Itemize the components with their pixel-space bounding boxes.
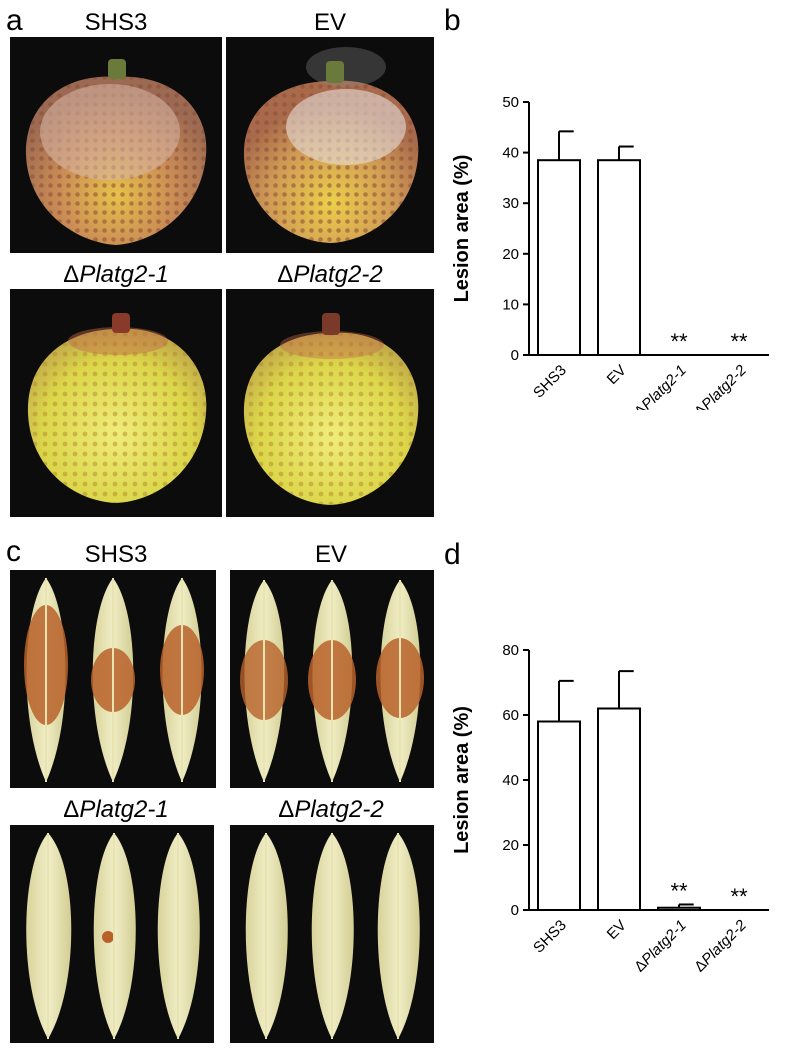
fruit-photo-platg2-2: [226, 289, 434, 517]
y-tick-label: 40: [502, 145, 519, 162]
y-tick-label: 0: [511, 902, 519, 919]
strain-name: Platg2-1: [79, 261, 169, 288]
bar: [597, 159, 641, 356]
x-tick-label: SHS3: [530, 917, 570, 957]
category-name: Platg2-1: [638, 362, 690, 410]
strain-name: Platg2-2: [293, 261, 383, 288]
panel-letter-a: a: [6, 4, 23, 37]
delta-prefix: Δ: [63, 261, 80, 288]
y-tick-label: 60: [502, 707, 519, 724]
delta-prefix: Δ: [63, 796, 80, 823]
strain-name: Platg2-1: [79, 796, 169, 823]
category-name: Platg2-2: [698, 361, 750, 410]
delta-prefix: Δ: [631, 401, 650, 410]
significance-label: **: [730, 329, 748, 354]
x-tick-label: EV: [604, 917, 630, 943]
x-tick-label: SHS3: [530, 362, 570, 402]
y-tick-label: 40: [502, 772, 519, 789]
y-axis-label: Lesion area (%): [451, 155, 473, 303]
y-tick-label: 30: [502, 195, 519, 212]
category-name: Platg2-2: [698, 916, 750, 968]
y-tick-label: 20: [502, 837, 519, 854]
delta-prefix: Δ: [691, 401, 710, 410]
significance-label: **: [670, 878, 688, 903]
fruit-photo-ev: [226, 37, 434, 253]
fruit-photo-platg2-1: [10, 289, 222, 517]
x-tick-label: ΔPlatg2-1: [631, 917, 690, 976]
significance-label: **: [670, 329, 688, 354]
panel-letter-d: d: [444, 538, 461, 571]
leaf-label-ev: EV: [314, 541, 347, 568]
delta-prefix: Δ: [278, 796, 295, 823]
leaf-photo-platg2-1: [10, 825, 214, 1043]
category-name: EV: [604, 362, 630, 388]
delta-prefix: Δ: [277, 261, 294, 288]
bar: [597, 707, 641, 911]
category-name: EV: [604, 917, 630, 943]
y-tick-label: 50: [502, 94, 519, 111]
fruit-label-platg2-2: ΔPlatg2-2: [226, 261, 434, 289]
panel-letter-c: c: [6, 535, 21, 568]
y-tick-label: 20: [502, 246, 519, 263]
lesion-area-chart-fruit: Lesion area (%)01020304050SHS3EV**ΔPlatg…: [451, 94, 769, 410]
leaf-label-shs3: SHS3: [84, 541, 148, 568]
fruit-label-platg2-1: ΔPlatg2-1: [10, 261, 222, 289]
leaf-label-platg2-1: ΔPlatg2-1: [10, 796, 222, 824]
bar: [537, 720, 581, 911]
significance-label: **: [730, 884, 748, 909]
fruit-label-ev: EV: [313, 9, 346, 36]
y-axis-label: Lesion area (%): [451, 706, 473, 854]
y-tick-label: 80: [502, 642, 519, 659]
leaf-label-platg2-2: ΔPlatg2-2: [228, 796, 434, 824]
leaf-photo-platg2-2: [230, 825, 434, 1043]
bar: [537, 159, 581, 356]
leaf-photo-shs3: [10, 570, 216, 788]
category-name: SHS3: [530, 362, 570, 402]
bar: [657, 906, 701, 912]
x-tick-label: ΔPlatg2-2: [691, 361, 750, 410]
panel-letter-b: b: [444, 4, 461, 37]
category-name: SHS3: [530, 917, 570, 957]
leaf-photo-ev: [230, 570, 434, 788]
x-tick-label: ΔPlatg2-2: [691, 916, 750, 975]
y-tick-label: 10: [502, 296, 519, 313]
fruit-photo-shs3: [10, 37, 222, 253]
x-tick-label: EV: [604, 362, 630, 388]
x-tick-label: ΔPlatg2-1: [631, 362, 690, 410]
fruit-label-shs3: SHS3: [84, 9, 148, 36]
strain-name: Platg2-2: [294, 796, 384, 823]
category-name: Platg2-1: [638, 917, 690, 969]
y-tick-label: 0: [511, 347, 519, 364]
